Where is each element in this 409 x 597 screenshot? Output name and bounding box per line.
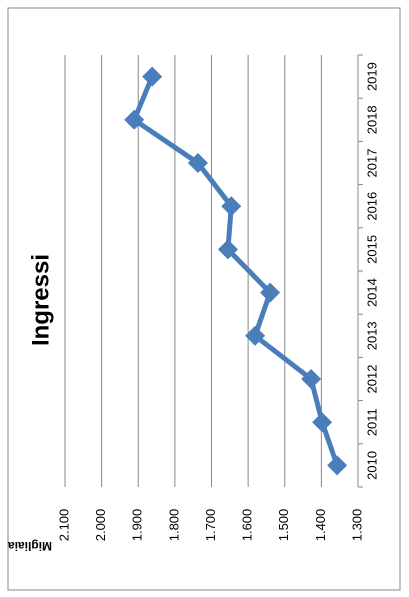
x-tick-label: 2015 xyxy=(364,235,379,264)
chart-border xyxy=(7,7,401,591)
marker xyxy=(187,153,208,173)
marker xyxy=(245,325,266,346)
x-tick-label: 2011 xyxy=(364,408,379,436)
marker xyxy=(301,369,322,389)
y-tick-label: 1.600 xyxy=(240,509,255,542)
marker xyxy=(312,412,333,433)
y-tick-label: 2.000 xyxy=(93,509,108,542)
chart-title: Ingressi xyxy=(27,254,54,346)
x-tick-label: 2010 xyxy=(364,451,379,480)
marker xyxy=(260,282,281,303)
x-tick-label: 2019 xyxy=(364,62,379,91)
marker xyxy=(217,239,238,260)
x-tick-label: 2012 xyxy=(364,365,379,394)
y-tick-label: 1.400 xyxy=(313,509,328,542)
marker xyxy=(142,66,163,87)
y-tick-label: 1.700 xyxy=(203,509,218,542)
x-tick-label: 2016 xyxy=(364,192,379,221)
series-line xyxy=(131,75,340,467)
x-tick-label: 2014 xyxy=(364,278,379,307)
x-tick-label: 2018 xyxy=(364,105,379,134)
y-tick-label: 1.800 xyxy=(166,509,181,542)
marker xyxy=(221,196,242,217)
y-tick-label: 1.300 xyxy=(349,509,364,542)
y-tick-label: 2.100 xyxy=(56,509,71,542)
y-axis-title: Migliaia xyxy=(8,539,52,553)
marker xyxy=(327,455,348,476)
y-tick-label: 1.900 xyxy=(130,509,145,542)
x-tick-label: 2017 xyxy=(364,149,379,178)
marker xyxy=(124,109,145,130)
y-tick-label: 1.500 xyxy=(276,509,291,542)
x-tick-label: 2013 xyxy=(364,321,379,350)
